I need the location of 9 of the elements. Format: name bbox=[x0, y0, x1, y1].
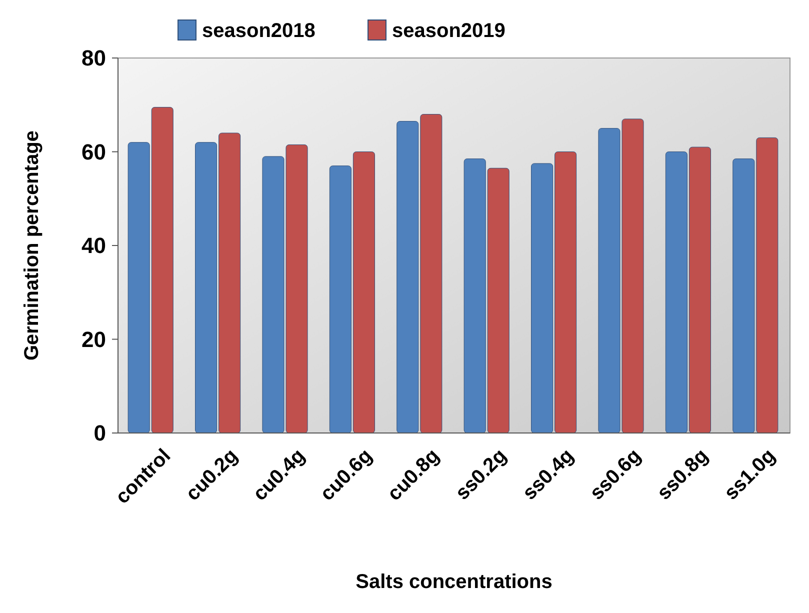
y-axis-title: Germination percentage bbox=[21, 130, 43, 361]
legend-label: season2018 bbox=[202, 20, 316, 42]
y-tick-label: 80 bbox=[82, 46, 106, 71]
y-tick-label: 40 bbox=[82, 233, 106, 258]
y-tick-label: 60 bbox=[82, 139, 106, 164]
y-tick-label: 0 bbox=[94, 420, 106, 446]
y-tick-label: 20 bbox=[82, 326, 106, 352]
legend-label: season2019 bbox=[392, 20, 506, 42]
x-axis-title: Salts concentrations bbox=[356, 571, 552, 593]
